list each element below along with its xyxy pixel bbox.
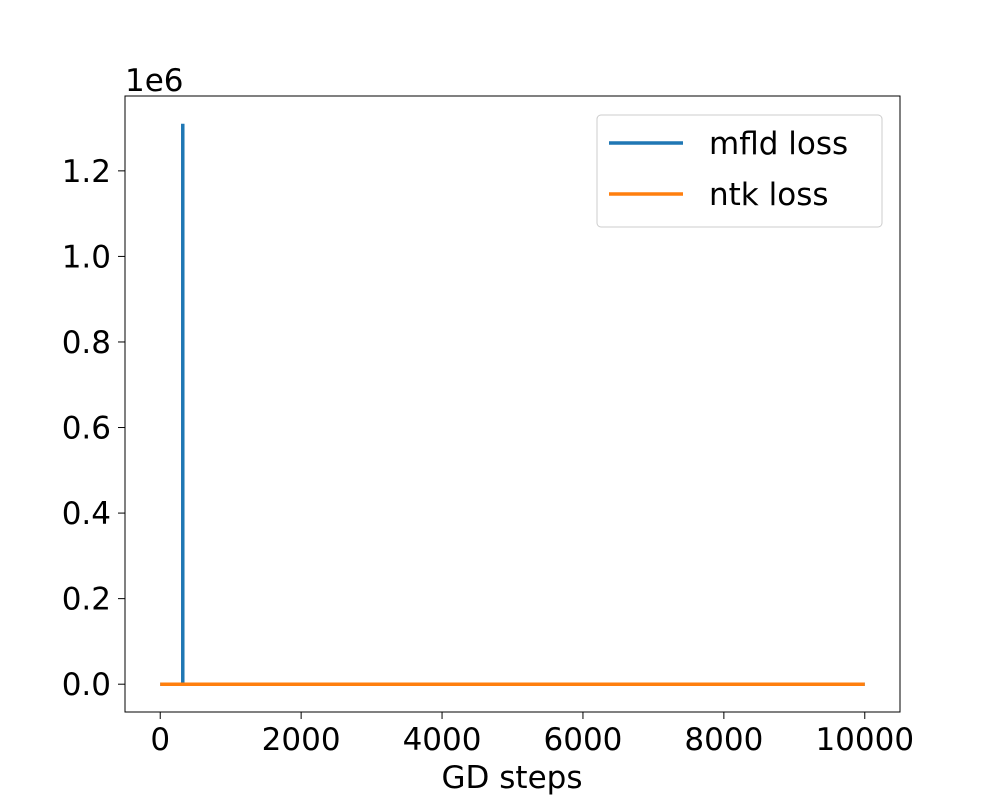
x-axis-label: GD steps xyxy=(442,760,583,796)
legend-label-0: mfld loss xyxy=(709,126,848,162)
y-axis: 0.0 0.2 0.4 0.6 0.8 1.0 1.2 xyxy=(62,154,125,703)
y-tick-label: 0.8 xyxy=(62,325,111,361)
y-tick-label: 0.6 xyxy=(62,411,111,447)
x-tick-label: 2000 xyxy=(262,722,341,758)
y-tick-label: 0.2 xyxy=(62,582,111,618)
y-tick-label: 0.0 xyxy=(62,667,111,703)
legend: mfld loss ntk loss xyxy=(596,114,883,228)
y-offset-label: 1e6 xyxy=(125,63,184,99)
x-tick-label: 6000 xyxy=(544,722,623,758)
y-tick-label: 1.2 xyxy=(62,154,111,190)
x-tick-label: 4000 xyxy=(403,722,482,758)
y-tick-label: 1.0 xyxy=(62,239,111,275)
y-tick-label: 0.4 xyxy=(62,496,111,532)
x-axis: 0 2000 4000 6000 8000 10000 xyxy=(150,712,914,758)
series-layer xyxy=(160,123,865,686)
legend-label-1: ntk loss xyxy=(709,177,829,213)
x-tick-label: 8000 xyxy=(684,722,763,758)
x-tick-label: 0 xyxy=(150,722,170,758)
plot-frame xyxy=(124,95,901,713)
x-tick-label: 10000 xyxy=(815,722,914,758)
